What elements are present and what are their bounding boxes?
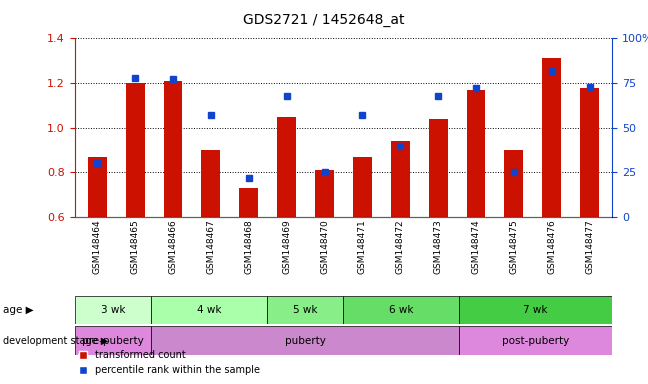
Bar [266, 296, 343, 324]
Text: GSM148470: GSM148470 [320, 219, 329, 274]
Bar [459, 296, 612, 324]
Bar [75, 326, 152, 355]
Text: GSM148467: GSM148467 [206, 219, 215, 274]
Bar [459, 326, 612, 355]
Text: GSM148473: GSM148473 [434, 219, 443, 274]
Bar [126, 83, 145, 217]
Bar [504, 150, 524, 217]
Bar [152, 326, 459, 355]
Text: post-puberty: post-puberty [502, 336, 569, 346]
Bar [580, 88, 599, 217]
Bar [542, 58, 561, 217]
Bar [87, 157, 107, 217]
Text: GSM148477: GSM148477 [585, 219, 594, 274]
Text: puberty: puberty [284, 336, 325, 346]
Legend: transformed count, percentile rank within the sample: transformed count, percentile rank withi… [80, 351, 260, 375]
Text: GSM148471: GSM148471 [358, 219, 367, 274]
Text: GSM148464: GSM148464 [93, 219, 102, 274]
Bar [429, 119, 448, 217]
Bar [202, 150, 220, 217]
Bar [75, 296, 152, 324]
Text: 5 wk: 5 wk [293, 305, 318, 315]
Text: age ▶: age ▶ [3, 305, 34, 315]
Text: GSM148465: GSM148465 [131, 219, 139, 274]
Text: GSM148469: GSM148469 [282, 219, 291, 274]
Text: 6 wk: 6 wk [389, 305, 413, 315]
Text: GSM148474: GSM148474 [472, 219, 481, 274]
Text: 3 wk: 3 wk [100, 305, 125, 315]
Bar [277, 116, 296, 217]
Bar [163, 81, 183, 217]
Bar [391, 141, 410, 217]
Text: GSM148472: GSM148472 [396, 219, 405, 274]
Text: 7 wk: 7 wk [524, 305, 548, 315]
Text: GSM148476: GSM148476 [548, 219, 556, 274]
Text: GSM148468: GSM148468 [244, 219, 253, 274]
Bar [152, 296, 266, 324]
Text: GSM148466: GSM148466 [168, 219, 178, 274]
Bar [343, 296, 459, 324]
Text: pre-puberty: pre-puberty [82, 336, 144, 346]
Bar [467, 90, 485, 217]
Text: 4 wk: 4 wk [197, 305, 221, 315]
Bar [239, 188, 258, 217]
Text: GDS2721 / 1452648_at: GDS2721 / 1452648_at [243, 13, 405, 27]
Bar [315, 170, 334, 217]
Text: GSM148475: GSM148475 [509, 219, 518, 274]
Bar [353, 157, 372, 217]
Text: development stage ▶: development stage ▶ [3, 336, 108, 346]
